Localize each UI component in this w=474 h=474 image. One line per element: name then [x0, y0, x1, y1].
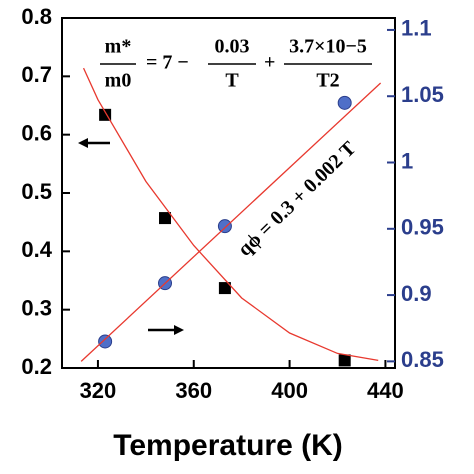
y2-tick-label: 1.05 [401, 82, 444, 107]
y-tick-label: 0.2 [21, 354, 52, 379]
formula-b: 3.7×10−5 [289, 36, 367, 58]
y-tick-label: 0.8 [21, 4, 52, 29]
formula-t2: T2 [316, 70, 339, 92]
arrow-left [78, 138, 110, 148]
x-tick-label: 440 [367, 378, 404, 403]
formula-t1: T [225, 70, 239, 92]
formula-plus: + [264, 52, 275, 74]
x-axis-title: Temperature (K) [113, 429, 342, 462]
point [337, 95, 352, 110]
y-tick-label: 0.6 [21, 120, 52, 145]
formula-equals: = 7 − [146, 52, 189, 74]
point [338, 354, 351, 367]
y-tick-label: 0.4 [21, 237, 52, 262]
point [159, 212, 172, 225]
formula-m-star: m* [105, 36, 132, 58]
point [217, 219, 232, 234]
fit-line [82, 67, 379, 362]
y2-tick-label: 0.9 [401, 281, 432, 306]
y2-tick-label: 0.85 [401, 347, 444, 372]
x-tick-label: 360 [175, 378, 212, 403]
y2-tick-label: 1 [401, 148, 413, 173]
formula-a: 0.03 [215, 36, 250, 58]
formula-m0: m0 [105, 70, 132, 92]
line-equation: qϕ = 0.3 + 0.002 T [234, 137, 361, 261]
fit-line [80, 82, 382, 362]
x-tick-label: 320 [80, 378, 117, 403]
y-tick-label: 0.5 [21, 179, 52, 204]
y2-tick-label: 0.95 [401, 215, 444, 240]
y-tick-label: 0.7 [21, 62, 52, 87]
arrow-right [148, 325, 184, 335]
point [98, 334, 113, 349]
x-tick-label: 400 [271, 378, 308, 403]
y-tick-label: 0.3 [21, 295, 52, 320]
y2-tick-label: 1.1 [401, 16, 432, 41]
point [218, 282, 231, 295]
